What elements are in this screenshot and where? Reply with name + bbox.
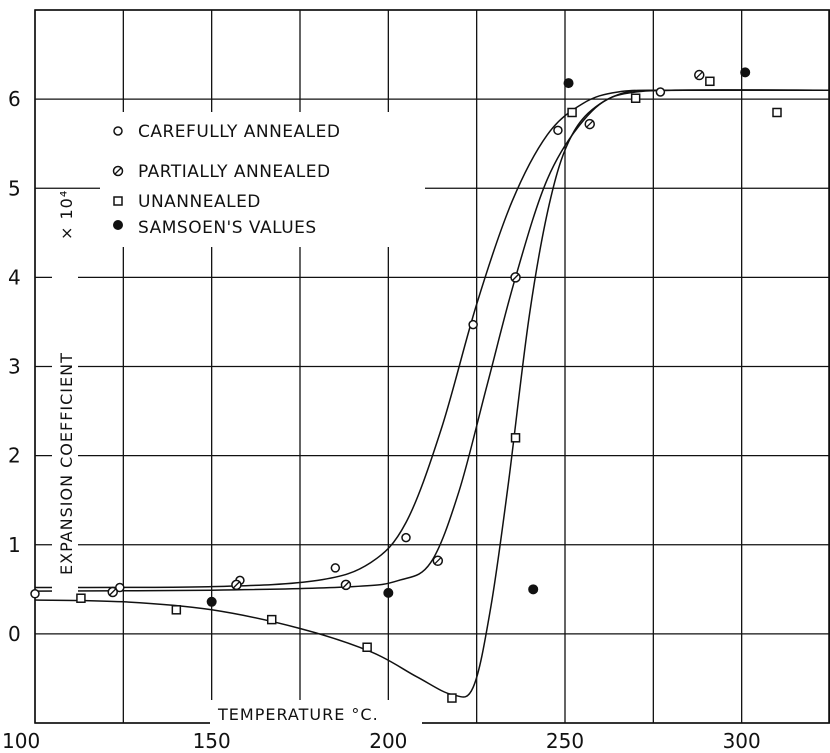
hatch-stroke: [512, 273, 519, 281]
point-unannealed: [362, 642, 372, 652]
point-carefully-annealed: [115, 582, 125, 593]
point-partially-annealed: [340, 579, 352, 591]
hatch-stroke: [695, 71, 703, 79]
point-carefully-annealed: [553, 125, 563, 136]
point-unannealed: [76, 593, 86, 603]
x-tick-label: 250: [546, 729, 584, 753]
legend-entry-partially-annealed: PARTIALLY ANNEALED: [112, 162, 331, 182]
y-axis-title: EXPANSION COEFFICIENT: [57, 352, 76, 575]
point-unannealed: [705, 76, 715, 87]
x-tick-label: 100: [2, 729, 40, 753]
data-points: [30, 67, 782, 703]
y-tick-label: 6: [8, 87, 21, 111]
x-tick-label: 150: [193, 729, 231, 753]
open-circle-icon: [113, 126, 123, 136]
legend-background: [100, 112, 425, 247]
legend-entry-samsoens-values: SAMSOEN'S VALUES: [113, 218, 317, 238]
point-partially-annealed: [432, 555, 444, 567]
y-tick-label: 3: [8, 355, 21, 379]
point-carefully-annealed: [330, 563, 341, 573]
legend-label-partially-annealed: PARTIALLY ANNEALED: [138, 162, 331, 182]
curve-carefully-annealed: [34, 89, 830, 589]
tick-labels: 100 150 200 250 300 0 1 2 3 4 5 6: [2, 87, 761, 753]
point-unannealed: [447, 693, 457, 703]
y-tick-label: 4: [8, 265, 21, 289]
point-partially-annealed: [510, 272, 521, 283]
point-partially-annealed: [694, 69, 705, 81]
legend-entry-carefully-annealed: CAREFULLY ANNEALED: [113, 122, 340, 142]
legend-label-carefully-annealed: CAREFULLY ANNEALED: [138, 122, 340, 142]
point-samsoen-s-values: [383, 587, 394, 598]
legend: CAREFULLY ANNEALED PARTIALLY ANNEALED UN…: [112, 122, 340, 238]
y-tick-label: 2: [8, 444, 21, 468]
hatch-stroke: [114, 167, 122, 175]
x-tick-label: 200: [369, 729, 407, 753]
point-unannealed: [630, 93, 641, 103]
point-samsoen-s-values: [206, 596, 217, 607]
x-title-background: [210, 700, 422, 726]
point-carefully-annealed: [30, 589, 40, 599]
hatch-stroke: [232, 581, 240, 589]
y-axis-scale-suffix: × 10⁴: [57, 190, 76, 240]
point-carefully-annealed: [655, 87, 666, 97]
legend-label-unannealed: UNANNEALED: [138, 192, 261, 212]
point-samsoen-s-values: [740, 67, 751, 78]
hatch-stroke: [109, 588, 117, 596]
hatch-stroke: [342, 581, 350, 589]
point-unannealed: [171, 605, 182, 615]
point-carefully-annealed: [401, 532, 411, 543]
point-unannealed: [266, 614, 277, 625]
x-tick-label: 300: [723, 729, 761, 753]
x-axis-title: TEMPERATURE °C.: [217, 705, 379, 724]
point-partially-annealed: [231, 579, 242, 591]
hatch-stroke: [586, 120, 594, 128]
point-partially-annealed: [584, 118, 595, 130]
y-title-background: [52, 268, 78, 593]
point-unannealed: [510, 433, 521, 443]
point-carefully-annealed: [468, 319, 478, 330]
y-tick-label: 0: [8, 622, 21, 646]
y-tick-label: 5: [8, 176, 21, 200]
y-tick-label: 1: [8, 533, 21, 557]
point-unannealed: [772, 107, 782, 118]
point-samsoen-s-values: [528, 584, 539, 595]
legend-label-samsoens-values: SAMSOEN'S VALUES: [138, 218, 317, 238]
point-unannealed: [567, 107, 577, 118]
point-partially-annealed: [107, 586, 118, 598]
open-square-icon: [113, 196, 123, 206]
legend-entry-unannealed: UNANNEALED: [113, 192, 261, 212]
point-samsoen-s-values: [563, 78, 574, 89]
plot-frame: [34, 9, 830, 724]
hatch-stroke: [434, 557, 442, 565]
filled-circle-icon: [113, 220, 123, 230]
